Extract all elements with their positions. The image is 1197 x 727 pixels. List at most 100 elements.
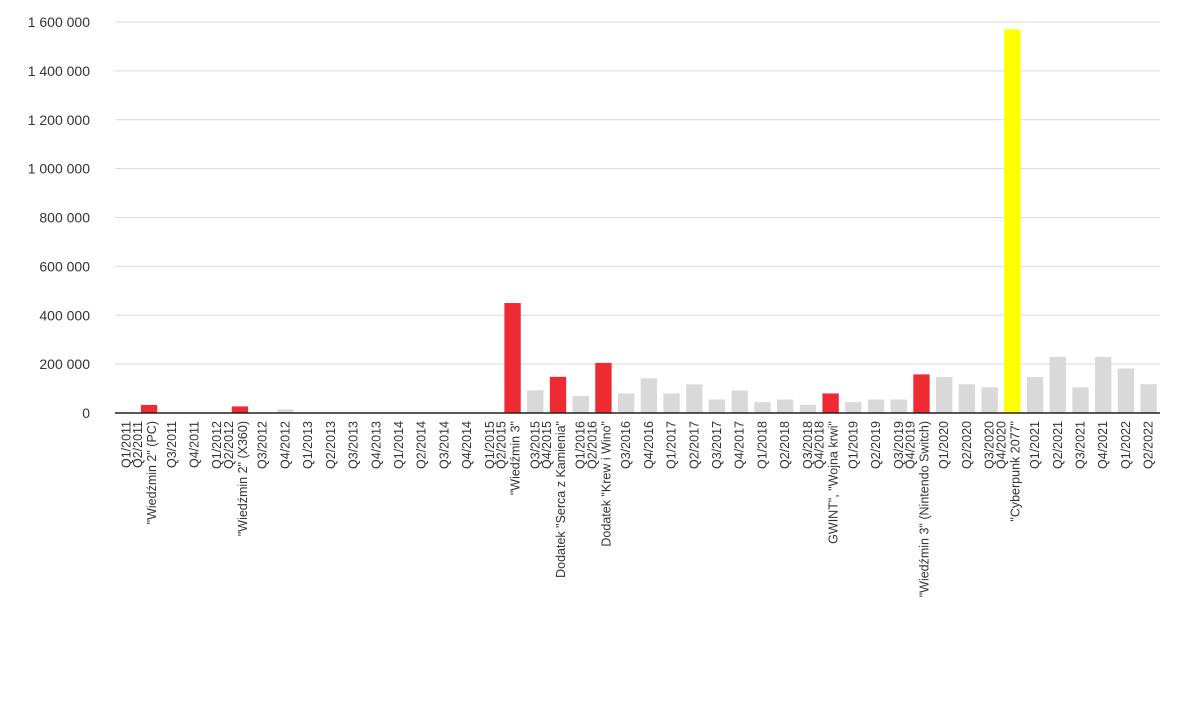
x-tick-label: Q1/2021 xyxy=(1028,421,1042,469)
bar-q2-2016 xyxy=(595,362,612,413)
x-tick-label: Q2/2017 xyxy=(687,421,701,469)
y-tick-label: 600 000 xyxy=(39,258,90,274)
bar-q3-2021 xyxy=(1072,387,1089,413)
release-annotation: Dodatek "Serca z Kamienia" xyxy=(554,421,568,578)
x-tick-label: Q2/2015 xyxy=(495,421,509,469)
x-tick-label: Q1/2011 xyxy=(119,421,133,468)
x-tick-label: Q4/2011 xyxy=(188,421,202,468)
x-tick-label: Q1/2022 xyxy=(1119,421,1133,469)
bar-q4-2018 xyxy=(822,393,839,413)
x-tick-label: Q4/2015 xyxy=(540,421,554,469)
x-tick-label: Q2/2019 xyxy=(869,421,883,469)
bar-q1-2020 xyxy=(936,377,953,413)
bar-q2-2019 xyxy=(867,399,885,413)
x-tick-label: Q3/2018 xyxy=(801,421,815,469)
y-tick-label: 1 000 000 xyxy=(28,161,90,177)
x-tick-label: Q3/2012 xyxy=(256,421,270,469)
bar-q2-2022 xyxy=(1140,384,1157,413)
bar-q2-2012 xyxy=(231,406,249,413)
x-tick-label: Q1/2018 xyxy=(755,421,769,469)
bar-q3-2017 xyxy=(708,399,726,413)
bar-q3-2015 xyxy=(527,390,544,413)
bar-q2-2011 xyxy=(140,404,158,413)
release-annotation: "Wiedźmin 2" (X360) xyxy=(236,421,250,536)
x-tick-label: Q2/2013 xyxy=(324,421,338,469)
x-tick-label: Q3/2011 xyxy=(165,421,179,468)
release-annotation: Dodatek "Krew i Wino" xyxy=(599,421,613,547)
x-tick-label: Q4/2013 xyxy=(369,421,383,469)
x-tick-label: Q1/2013 xyxy=(301,421,315,469)
y-tick-label: 0 xyxy=(82,405,90,421)
x-tick-label: Q2/2018 xyxy=(778,421,792,469)
bar-q4-2015 xyxy=(549,376,567,413)
release-annotation: "Wiedźmin 3" xyxy=(509,421,523,495)
y-tick-label: 200 000 xyxy=(39,356,90,372)
y-tick-label: 1 600 000 xyxy=(28,14,90,30)
x-tick-label: Q2/2020 xyxy=(960,421,974,469)
bar-q2-2018 xyxy=(776,399,794,413)
x-tick-label: Q3/2016 xyxy=(619,421,633,469)
x-tick-label: Q4/2014 xyxy=(460,421,474,469)
bar-q2-2021 xyxy=(1049,357,1066,413)
x-tick-label: Q4/2021 xyxy=(1096,421,1110,469)
bar-q4-2021 xyxy=(1095,357,1112,413)
y-axis-ticks: 0 200 000 400 000 600 000 800 000 1 000 000 1 … xyxy=(28,14,91,421)
x-tick-label: Q2/2021 xyxy=(1051,421,1065,469)
bar-q1-2017 xyxy=(663,393,680,413)
x-tick-label: Q1/2012 xyxy=(210,421,224,469)
bar-q4-2012 xyxy=(277,409,294,413)
bar-q3-2020 xyxy=(981,387,998,413)
y-tick-label: 400 000 xyxy=(39,307,90,323)
x-tick-label: Q1/2020 xyxy=(937,421,951,469)
x-tick-label: Q3/2013 xyxy=(347,421,361,469)
x-tick-label: Q1/2015 xyxy=(483,421,497,469)
bar-q1-2022 xyxy=(1117,368,1135,413)
x-tick-label: Q3/2014 xyxy=(437,421,451,469)
x-tick-label: Q4/2012 xyxy=(278,421,292,469)
x-tick-label: Q3/2015 xyxy=(528,421,542,469)
bar-q1-2016 xyxy=(572,395,589,413)
x-tick-label: Q3/2019 xyxy=(892,421,906,469)
bar-q3-2019 xyxy=(890,399,907,413)
bar-q1-2018 xyxy=(754,402,771,413)
y-tick-label: 1 200 000 xyxy=(28,112,90,128)
x-tick-label: Q4/2017 xyxy=(733,421,747,469)
bars xyxy=(140,29,1157,414)
x-tick-label: Q4/2020 xyxy=(994,421,1008,469)
y-tick-label: 800 000 xyxy=(39,210,90,226)
bar-q2-2015 xyxy=(504,303,521,413)
x-tick-label: Q2/2012 xyxy=(222,421,236,469)
bar-q4-2019 xyxy=(913,374,930,413)
bar-q2-2020 xyxy=(958,384,976,413)
x-tick-label: Q1/2019 xyxy=(846,421,860,469)
x-tick-label: Q1/2017 xyxy=(665,421,679,469)
x-tick-label: Q2/2022 xyxy=(1142,421,1156,469)
x-tick-label: Q2/2014 xyxy=(415,421,429,469)
x-tick-label: Q4/2016 xyxy=(642,421,656,469)
release-annotation: "Wiedźmin 2" (PC) xyxy=(145,421,159,524)
x-tick-label: Q4/2018 xyxy=(813,421,827,469)
x-tick-label: Q3/2021 xyxy=(1073,421,1087,469)
x-tick-label: Q2/2011 xyxy=(131,421,145,468)
release-annotation: GWINT", "Wojna krwi" xyxy=(827,421,841,544)
release-annotation: "Cyberpunk 2077" xyxy=(1008,421,1022,522)
gridlines xyxy=(115,21,1160,365)
bar-q3-2016 xyxy=(617,393,635,413)
bar-q3-2018 xyxy=(799,404,817,413)
release-annotation: "Wiedźmin 3" (Nintendo Switch) xyxy=(917,421,931,597)
bar-q4-2020 xyxy=(1004,29,1021,414)
bar-q2-2017 xyxy=(686,384,703,413)
bar-q4-2017 xyxy=(731,390,748,413)
x-tick-label: Q1/2016 xyxy=(574,421,588,469)
x-tick-label: Q3/2020 xyxy=(983,421,997,469)
y-tick-label: 1 400 000 xyxy=(28,63,90,79)
x-tick-label: Q4/2019 xyxy=(903,421,917,469)
x-tick-label: Q2/2016 xyxy=(585,421,599,469)
bar-q1-2021 xyxy=(1026,377,1044,413)
bar-q4-2016 xyxy=(640,378,658,413)
bar-q1-2019 xyxy=(845,402,862,413)
x-tick-label: Q3/2017 xyxy=(710,421,724,469)
x-tick-label: Q1/2014 xyxy=(392,421,406,469)
